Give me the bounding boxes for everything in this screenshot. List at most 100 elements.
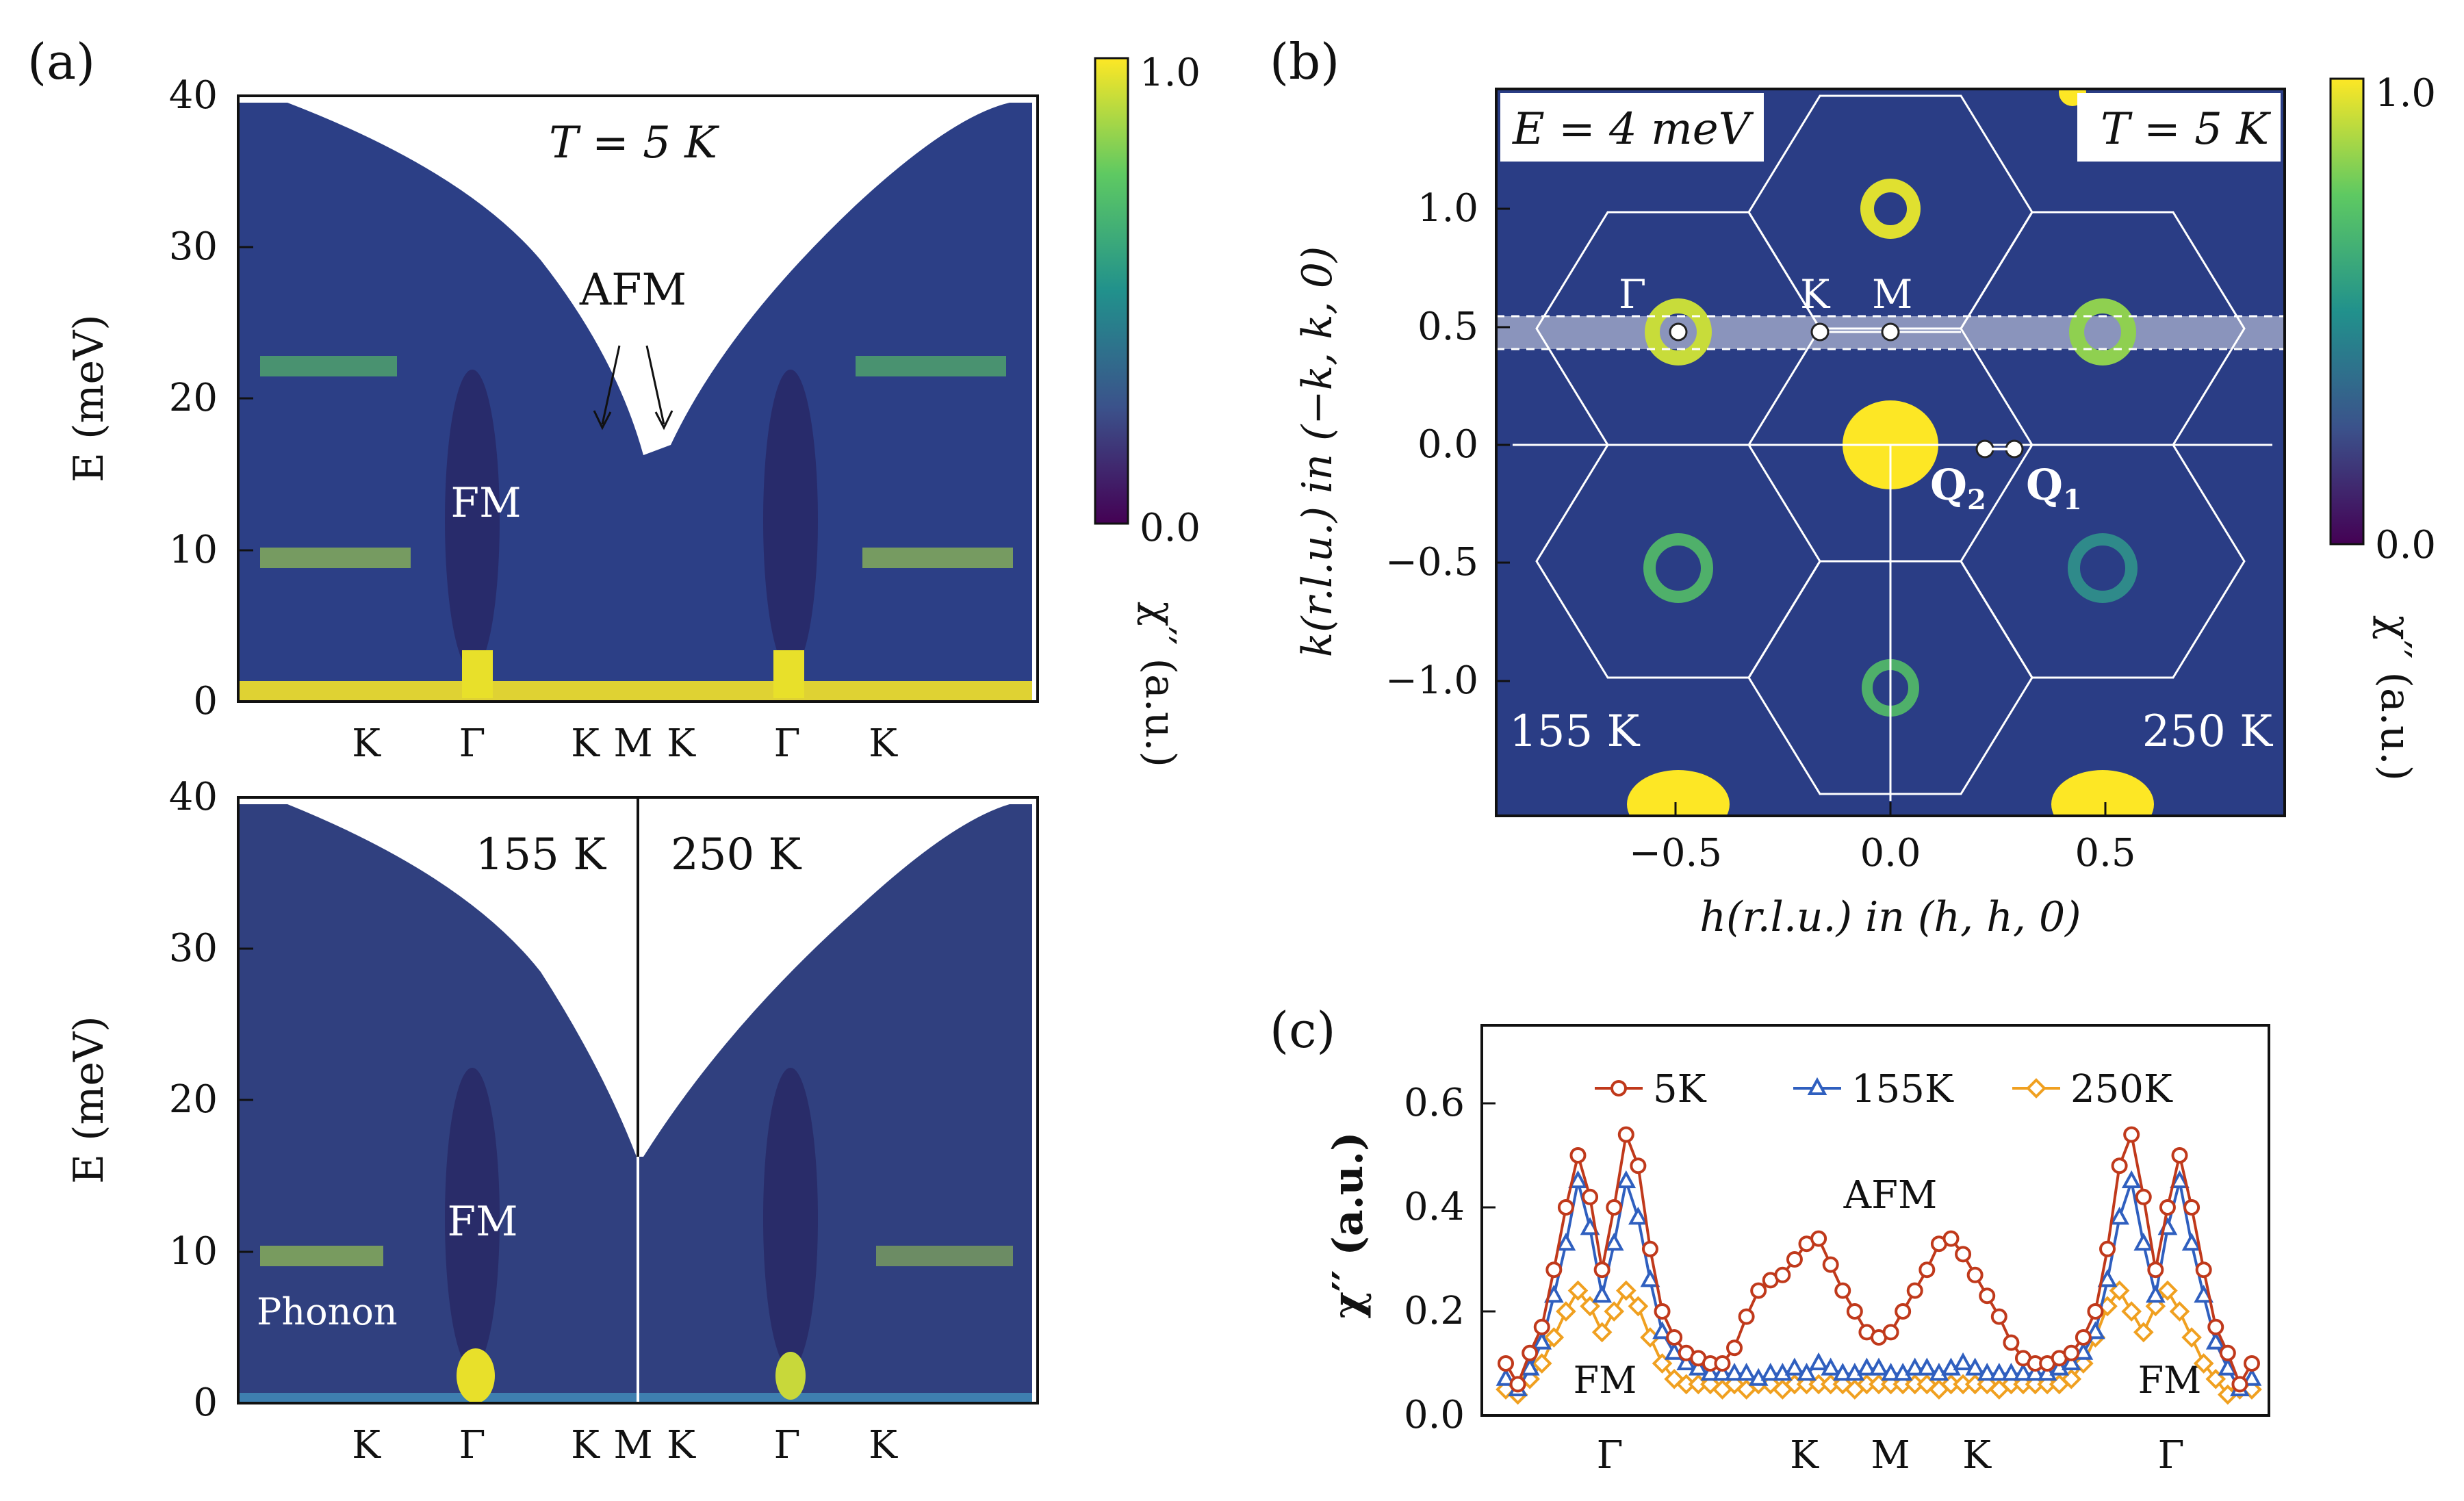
bright-band-bottom [238,681,1032,702]
panel-a-bottom: 0 10 20 30 40 E (meV) K Γ K M K Γ K 155 … [65,775,1039,1467]
fm-bright-left [462,650,493,698]
label-Q2: Q2 [1930,460,1986,516]
data-point-155K-30 [1857,1357,1877,1376]
afm-arrows [593,345,673,431]
data-point-5K-6 [1569,1147,1587,1164]
ticks-b [1496,207,2107,816]
legend: 5K 155K 250K [1595,1067,2173,1112]
point-M [1881,322,1900,342]
heatmap-a-bottom [238,804,1032,1403]
ytick-a-bottom-0: 0 [193,1381,218,1425]
data-point-5K-59 [2207,1318,2224,1335]
data-point-5K-62 [2244,1355,2260,1372]
data-point-5K-52 [2123,1126,2140,1143]
xtick-a-top-M: M [613,721,652,766]
data-point-155K-47 [2061,1352,2081,1370]
ring-upper-left [1645,298,1712,365]
data-point-5K-24 [1786,1251,1803,1268]
data-point-155K-33 [1892,1363,1913,1381]
annotation-155K-b: 155 K [1509,706,1641,757]
data-point-5K-12 [1641,1240,1658,1257]
q-cut-dashes [1496,315,2285,350]
data-point-5K-39 [1966,1266,1984,1283]
heatmap-a-top [238,103,1032,702]
data-point-5K-28 [1834,1282,1851,1299]
ticks-a-bottom [238,796,253,1404]
xtick-a-bottom-K3: K [667,1423,696,1467]
data-point-155K-62 [2242,1368,2262,1386]
data-point-5K-38 [1955,1246,1972,1263]
colorbar-a-gradient [1094,57,1129,525]
data-point-155K-22 [1760,1363,1781,1381]
data-point-155K-50 [2097,1269,2118,1287]
data-point-5K-33 [1895,1303,1912,1320]
legend-label-5K: 5K [1653,1067,1707,1112]
data-point-155K-53 [2133,1233,2154,1251]
xtick-c-G1: Γ [1597,1433,1624,1478]
panel-b: E = 4 meV T = 5 K 155 K 250 K Γ K M Q2 Q… [1294,88,2286,941]
data-point-155K-24 [1784,1357,1805,1376]
data-point-5K-37 [1942,1230,1960,1247]
data-point-5K-29 [1846,1303,1863,1320]
data-point-155K-14 [1664,1342,1684,1360]
data-point-5K-14 [1666,1329,1683,1346]
data-point-155K-39 [1965,1357,1986,1376]
data-point-5K-2 [1522,1344,1539,1361]
xtick-a-top-K1: K [352,721,381,766]
annotation-phonon: Phonon [257,1290,398,1333]
data-point-155K-6 [1568,1170,1588,1188]
data-point-5K-41 [1990,1308,2007,1325]
data-point-155K-27 [1821,1357,1841,1376]
xtick-c-G2: Γ [2158,1433,2185,1478]
xtick-c-M: M [1871,1433,1910,1478]
panel-a-top: 0 10 20 30 40 E (meV) K Γ K M K Γ K T = … [65,73,1039,766]
data-point-5K-1 [1509,1376,1526,1393]
phonon-band-left [260,1246,383,1266]
ytick-a-top-40: 40 [169,73,218,118]
annotation-E: E = 4 meV [1512,104,1754,155]
ytick-b-m05: −0.5 [1385,540,1478,585]
ytick-b-0: 0.0 [1417,422,1478,467]
ytick-b-1: 1.0 [1417,186,1478,231]
data-point-5K-54 [2147,1261,2164,1279]
fm-streak-left [445,370,500,671]
data-point-155K-56 [2170,1170,2190,1188]
annotation-250K-b: 250 K [2142,706,2274,757]
ytick-a-top-20: 20 [169,376,218,420]
data-point-155K-12 [1640,1269,1660,1287]
data-point-5K-26 [1810,1230,1827,1247]
data-point-155K-59 [2205,1331,2226,1350]
phonon-band-right [876,1246,1013,1266]
data-point-155K-48 [2073,1342,2094,1360]
data-point-5K-8 [1593,1261,1610,1279]
data-point-155K-5 [1556,1233,1576,1251]
ylabel-b: k(r.l.u.) in (−k, k, 0) [1294,246,1342,658]
data-point-5K-20 [1738,1308,1755,1325]
ylabel-a-bottom: E (meV) [65,1016,113,1183]
data-point-5K-10 [1617,1126,1634,1143]
data-point-5K-42 [2003,1334,2020,1351]
data-point-5K-50 [2099,1240,2116,1257]
ticks-a-top [238,94,253,703]
data-point-155K-16 [1688,1357,1708,1376]
label-box-E [1500,93,1764,162]
data-point-155K-35 [1916,1357,1937,1376]
data-point-5K-7 [1582,1188,1599,1205]
ytick-c-06: 0.6 [1404,1081,1465,1125]
label-Q1: Q1 [2026,460,2082,516]
data-point-5K-0 [1498,1355,1514,1372]
data-point-5K-9 [1606,1199,1623,1216]
data-point-5K-40 [1979,1287,1996,1305]
xtick-a-top-K2: K [571,721,600,766]
data-point-155K-37 [1941,1357,1961,1376]
ytick-a-top-30: 30 [169,224,218,269]
label-K-b: K [1800,271,1831,318]
data-point-155K-10 [1616,1170,1637,1188]
annotation-fm-c-left: FM [1574,1359,1637,1402]
annotation-fm-c-right: FM [2138,1359,2202,1402]
data-point-5K-23 [1774,1266,1791,1283]
hexagon-grid [1513,94,2272,801]
data-point-5K-21 [1750,1282,1767,1299]
legend-label-250K: 250K [2070,1067,2173,1112]
